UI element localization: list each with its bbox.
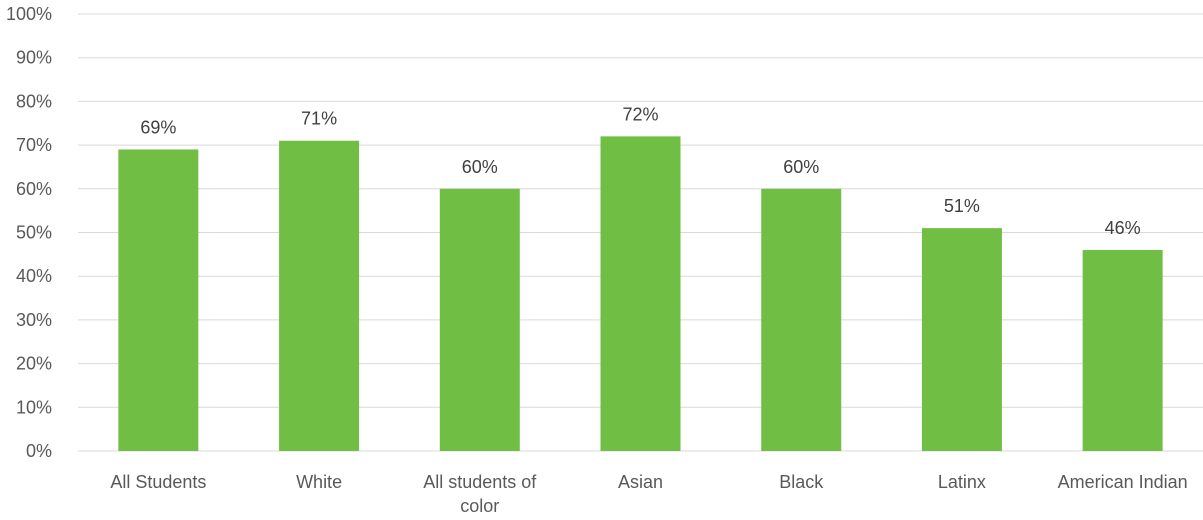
category-label-2: All students of color	[423, 472, 537, 516]
y-tick-label-0: 0%	[26, 441, 52, 461]
category-label-5: Latinx	[938, 472, 986, 492]
category-label-4: Black	[779, 472, 824, 492]
data-label-6: 46%	[1105, 218, 1141, 238]
y-tick-label-90: 90%	[16, 48, 52, 68]
category-label-0: All Students	[110, 472, 206, 492]
y-tick-label-50: 50%	[16, 223, 52, 243]
y-tick-label-10: 10%	[16, 397, 52, 417]
y-tick-label-40: 40%	[16, 266, 52, 286]
category-label-3: Asian	[618, 472, 663, 492]
data-label-0: 69%	[140, 117, 176, 137]
category-label-1: White	[296, 472, 342, 492]
data-label-1: 71%	[301, 109, 337, 129]
data-label-2: 60%	[462, 157, 498, 177]
y-tick-label-20: 20%	[16, 354, 52, 374]
data-label-4: 60%	[783, 157, 819, 177]
y-tick-label-80: 80%	[16, 91, 52, 111]
bar-2	[439, 188, 520, 452]
y-tick-label-70: 70%	[16, 135, 52, 155]
bar-5	[921, 228, 1002, 451]
y-tick-label-30: 30%	[16, 310, 52, 330]
bar-3	[600, 136, 681, 452]
x-axis-category-labels: All Students White All students of color Asi…	[110, 472, 1187, 516]
bar-1	[279, 140, 360, 452]
bar-0	[118, 149, 199, 451]
y-axis-tick-labels: 0% 10% 20% 30% 40% 50% 60% 70% 80% 90% 100%	[6, 4, 52, 461]
y-tick-label-100: 100%	[6, 4, 52, 24]
data-label-5: 51%	[944, 196, 980, 216]
bar-6	[1082, 249, 1163, 451]
category-label-6: American Indian	[1058, 472, 1188, 492]
bars	[118, 136, 1163, 452]
bar-4	[761, 188, 842, 452]
data-labels: 69% 71% 60% 72% 60% 51% 46%	[140, 104, 1140, 238]
data-label-3: 72%	[622, 104, 658, 124]
y-tick-label-60: 60%	[16, 179, 52, 199]
